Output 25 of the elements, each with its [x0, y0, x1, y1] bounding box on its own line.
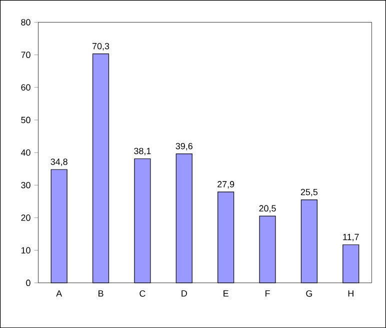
data-label: 27,9	[218, 181, 234, 188]
data-label: 11,7	[343, 234, 359, 242]
y-tick-label: 20	[21, 214, 30, 221]
y-tick-label: 0	[26, 280, 30, 286]
y-tick-label: 40	[20, 149, 30, 156]
data-label: 70,3	[92, 42, 110, 50]
x-tick-label: H	[348, 290, 354, 296]
x-tick-label: E	[224, 290, 228, 296]
data-label: 34,8	[50, 158, 68, 166]
x-tick-label: F	[266, 290, 270, 296]
x-tick-label: A	[56, 290, 62, 296]
data-label: 39,6	[176, 142, 192, 150]
data-label: 25,5	[300, 188, 318, 196]
y-tick-label: 70	[21, 52, 30, 58]
data-label: 38,1	[134, 148, 151, 156]
y-tick-label: 80	[21, 19, 30, 26]
x-tick-label: B	[98, 290, 104, 296]
x-tick-label: D	[182, 290, 187, 296]
y-tick-label: 30	[21, 182, 30, 188]
x-tick-label: C	[140, 290, 146, 297]
y-tick-label: 60	[21, 84, 30, 91]
x-tick-label: G	[306, 290, 312, 297]
data-label: 20,5	[259, 205, 276, 213]
y-tick-label: 10	[21, 247, 30, 254]
y-tick-label: 50	[21, 116, 30, 124]
